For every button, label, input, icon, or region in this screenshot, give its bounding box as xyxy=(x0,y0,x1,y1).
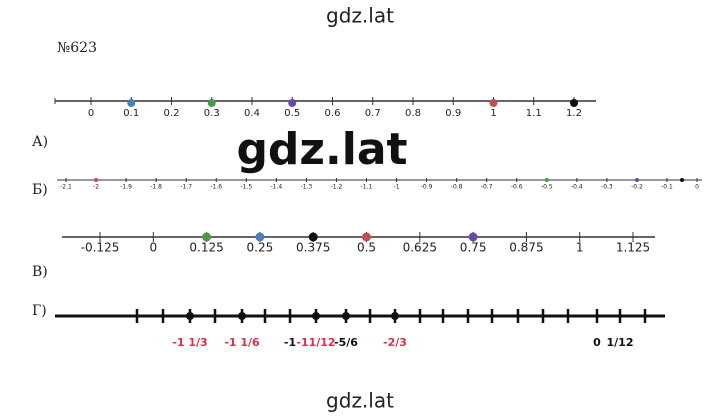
tick-label: 0.625 xyxy=(403,241,437,255)
tick-label: -1 xyxy=(394,184,400,191)
tick-label: -1.9 xyxy=(120,184,132,191)
tick-label: 1.2 xyxy=(566,108,582,119)
tick-label: 0.5 xyxy=(357,241,376,255)
tick-label: -1 xyxy=(284,336,296,349)
tick-label: -0.9 xyxy=(421,184,433,191)
tick-label: 0.8 xyxy=(405,108,421,119)
tick-label: 0.125 xyxy=(189,241,223,255)
tick-label: -1.4 xyxy=(270,184,282,191)
tick-label: -0.4 xyxy=(571,184,583,191)
point xyxy=(127,99,136,107)
point xyxy=(342,312,350,320)
tick-label: -1.2 xyxy=(331,184,343,191)
point xyxy=(391,312,399,320)
tick-label: 1.1 xyxy=(526,108,542,119)
tick-label: -2 xyxy=(93,184,99,191)
tick-label: -0.5 xyxy=(541,184,553,191)
tick-label: 0.5 xyxy=(284,108,300,119)
tick-label: 0.375 xyxy=(296,241,330,255)
part-letter: В) xyxy=(32,264,48,280)
tick-label: -1.8 xyxy=(150,184,162,191)
point xyxy=(489,99,498,107)
tick-label: 0 xyxy=(88,108,94,119)
part-letter: Б) xyxy=(32,182,48,198)
tick-label: 0 xyxy=(149,241,157,255)
point xyxy=(238,312,246,320)
tick-label: -11/12 xyxy=(296,336,335,349)
point xyxy=(288,99,297,107)
tick-label: -1 1/6 xyxy=(224,336,260,349)
tick-label: -1.1 xyxy=(361,184,373,191)
watermark: gdz.lat xyxy=(326,389,394,413)
tick-label: -1.5 xyxy=(240,184,252,191)
tick-label: 0.875 xyxy=(509,241,543,255)
tick-label: -0.125 xyxy=(81,241,120,255)
tick-label: -1 1/3 xyxy=(172,336,207,349)
watermark: gdz.lat xyxy=(236,124,407,175)
tick-label: -2/3 xyxy=(383,336,407,349)
point xyxy=(255,232,265,242)
tick-label: 0.75 xyxy=(460,241,487,255)
watermark: gdz.lat xyxy=(326,4,394,28)
tick-label: 0.6 xyxy=(325,108,341,119)
tick-label: 0.25 xyxy=(247,241,274,255)
tick-label: 0 xyxy=(593,336,601,349)
tick-label: -0.6 xyxy=(511,184,523,191)
point xyxy=(544,178,549,182)
problem-number: №623 xyxy=(57,40,97,56)
tick-label: 1.125 xyxy=(616,241,650,255)
tick-label: -0.2 xyxy=(631,184,643,191)
tick-label: 1 xyxy=(490,108,496,119)
point xyxy=(362,232,371,242)
tick-label: 1/12 xyxy=(607,336,634,349)
tick-label: 0.3 xyxy=(204,108,220,119)
point xyxy=(202,232,212,242)
tick-label: -5/6 xyxy=(334,336,358,349)
tick-label: 0.7 xyxy=(365,108,381,119)
point xyxy=(468,232,478,242)
tick-label: 1 xyxy=(576,241,584,255)
part-letter: А) xyxy=(32,134,48,150)
point xyxy=(680,178,685,182)
point xyxy=(94,178,99,182)
tick-label: -0.7 xyxy=(481,184,493,191)
part-letter: Г) xyxy=(32,303,47,319)
tick-label: 0 xyxy=(695,184,699,191)
tick-label: -0.3 xyxy=(601,184,613,191)
tick-label: 0.4 xyxy=(244,108,260,119)
point xyxy=(308,232,318,242)
tick-label: -1.7 xyxy=(180,184,192,191)
tick-label: -0.8 xyxy=(451,184,463,191)
point xyxy=(634,178,639,182)
point xyxy=(186,312,194,320)
point xyxy=(570,99,578,107)
tick-label: -1.6 xyxy=(210,184,222,191)
point xyxy=(312,312,320,320)
tick-label: 0.9 xyxy=(445,108,461,119)
point xyxy=(207,99,216,107)
tick-label: -1.3 xyxy=(301,184,313,191)
tick-label: -2.1 xyxy=(60,184,72,191)
tick-label: 0.1 xyxy=(123,108,139,119)
tick-label: -0.1 xyxy=(661,184,673,191)
tick-label: 0.2 xyxy=(164,108,180,119)
